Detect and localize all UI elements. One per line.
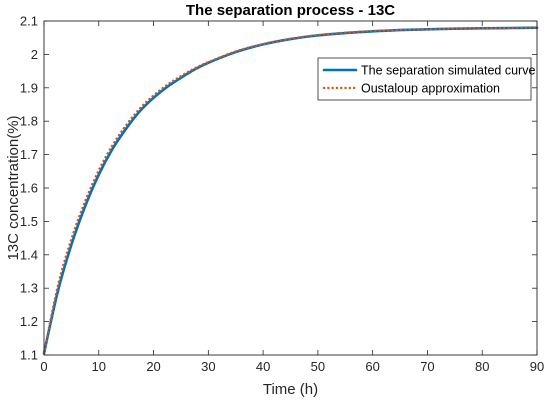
y-tick-label: 1.9 <box>20 80 38 95</box>
x-tick-label: 10 <box>92 359 106 374</box>
series-line-2 <box>42 26 539 355</box>
y-tick-label: 1.8 <box>20 114 38 129</box>
y-tick-label: 1.5 <box>20 214 38 229</box>
x-tick-label: 60 <box>365 359 379 374</box>
chart-title: The separation process - 13C <box>186 2 395 19</box>
y-tick-label: 2.1 <box>20 14 38 29</box>
x-tick-label: 30 <box>201 359 215 374</box>
x-tick-label: 70 <box>420 359 434 374</box>
x-tick-label: 20 <box>146 359 160 374</box>
y-tick-label: 1.3 <box>20 281 38 296</box>
y-tick-label: 2 <box>31 47 38 62</box>
x-tick-label: 50 <box>311 359 325 374</box>
x-axis-label: Time (h) <box>263 381 318 398</box>
x-tick-label: 40 <box>256 359 270 374</box>
x-tick-label: 90 <box>530 359 544 374</box>
legend: The separation simulated curve Oustaloup … <box>317 57 535 101</box>
axes-box <box>43 20 538 356</box>
y-tick-label: 1.6 <box>20 181 38 196</box>
y-tick-label: 1.4 <box>20 247 38 262</box>
x-tick-label: 0 <box>40 359 47 374</box>
legend-box <box>317 57 532 101</box>
y-tick-label: 1.1 <box>20 348 38 363</box>
y-tick-label: 1.2 <box>20 314 38 329</box>
legend-label-2: Oustaloup approximation <box>361 82 500 96</box>
y-axis-label: 13C concentration(%) <box>5 115 22 260</box>
y-tick-label: 1.7 <box>20 147 38 162</box>
x-tick-label: 80 <box>475 359 489 374</box>
legend-label-1: The separation simulated curve <box>361 64 535 78</box>
